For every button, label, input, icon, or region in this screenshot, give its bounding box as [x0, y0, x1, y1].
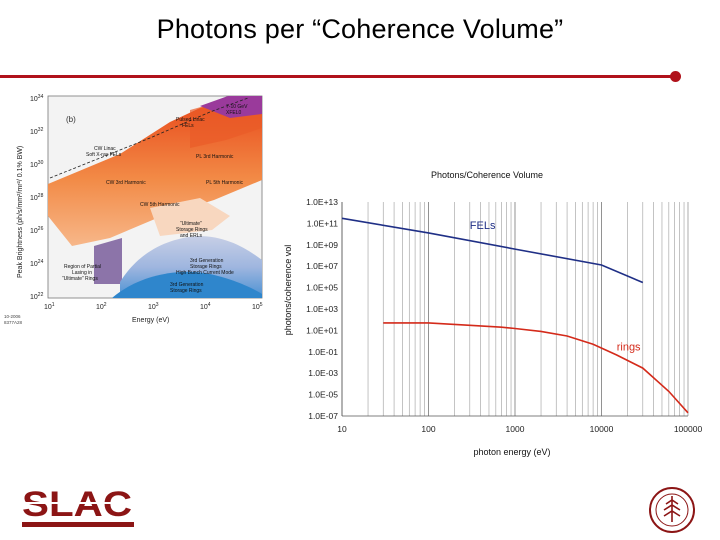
- slac-logo-svg: SLAC: [22, 485, 134, 527]
- x-tick-label: 10000: [590, 424, 614, 434]
- region-3rdgen-hb-line3: High Bunch Current Mode: [176, 270, 234, 276]
- x-tick-1: 101: [44, 302, 55, 311]
- ultimate-rings-region: [150, 198, 230, 236]
- y-tick-34: 1034: [30, 94, 44, 103]
- series-line-rings: [383, 322, 689, 414]
- slac-stripe: [22, 502, 134, 504]
- chart-y-ticks: 1.0E+13 1.0E+11 1.0E+09 1.0E+07 1.0E+05 1.0E+…: [306, 197, 338, 421]
- region-cw-linac-line1: CW Linac: [94, 146, 116, 152]
- region-3rdgen-hb-line1: 3rd Generation: [190, 258, 224, 264]
- chart-y-label: photons/coherence vol: [283, 245, 293, 336]
- seal-inner-ring: [655, 493, 689, 527]
- region-xfel-line2: XFEL0: [226, 110, 242, 116]
- slide-title: Photons per “Coherence Volume”: [156, 14, 564, 44]
- y-tick-30: 1030: [30, 160, 44, 169]
- region-pulsed-line1: Pulsed Linac: [176, 117, 205, 123]
- chart-series: [341, 217, 689, 414]
- x-tick-label: 100: [421, 424, 435, 434]
- region-partial-line2: Lasing in: [72, 270, 92, 276]
- brightness-trend-line: [49, 97, 249, 179]
- slac-wordmark: SLAC: [22, 486, 132, 524]
- region-pl3-label: PL 3rd Harmonic: [196, 154, 234, 160]
- xfel0-region: [200, 96, 262, 118]
- y-tick-label: 1.0E+09: [306, 240, 338, 250]
- region-ultimate-line1: “Ultimate”: [180, 221, 202, 227]
- x-tick-3: 103: [148, 302, 159, 311]
- y-tick-22: 1022: [30, 292, 44, 301]
- y-tick-label: 1.0E+03: [306, 304, 338, 314]
- series-label-rings: rings: [617, 341, 641, 353]
- chart-gridlines: [341, 202, 689, 417]
- y-tick-label: 1.0E+07: [306, 261, 338, 271]
- third-gen-ring-region: [112, 271, 262, 298]
- x-tick-label: 10: [337, 424, 347, 434]
- region-3rdgen-hb-line2: Storage Rings: [190, 264, 222, 270]
- region-partial-line1: Region of Partial: [64, 264, 101, 270]
- y-tick-label: 1.0E-07: [308, 411, 338, 421]
- panel-label: (b): [66, 115, 76, 124]
- x-tick-2: 102: [96, 302, 107, 311]
- region-labels: 7-10 GeV XFEL0 Pulsed Linac FELs CW Lina…: [62, 104, 248, 294]
- x-tick-5: 105: [252, 302, 263, 311]
- x-tick-4: 104: [200, 302, 211, 311]
- chart-x-label: photon energy (eV): [473, 447, 550, 457]
- y-tick-24: 1024: [30, 259, 44, 268]
- y-tick-label: 1.0E+05: [306, 283, 338, 293]
- y-tick-26: 1026: [30, 226, 44, 235]
- tree-icon: [663, 496, 681, 522]
- brightness-y-ticks: 1034 1032 1030 1028 1026 1024 1022: [30, 94, 44, 301]
- divider-end-dot: [670, 71, 681, 82]
- coherence-volume-chart: Photons/Coherence Volume 1.0E+13 1.0E+11 1…: [276, 162, 716, 462]
- y-tick-28: 1028: [30, 193, 44, 202]
- y-tick-label: 1.0E-05: [308, 390, 338, 400]
- coherence-volume-svg: Photons/Coherence Volume 1.0E+131.0E+111…: [283, 170, 702, 457]
- region-cw5-label: CW 5th Harmonic: [140, 202, 180, 208]
- region-ultimate-line3: and ERLs: [180, 233, 202, 239]
- footnote-line2: 8377A28: [4, 320, 23, 325]
- region-pl5-label: PL 5th Harmonic: [206, 180, 244, 186]
- region-3rdgen-line1: 3rd Generation: [170, 282, 204, 288]
- region-xfel-line1: 7-10 GeV: [226, 104, 248, 110]
- title-divider: [0, 75, 676, 78]
- y-tick-label: 1.0E-01: [308, 347, 338, 357]
- footnote-line1: 10-2006: [4, 314, 21, 319]
- chart-x-ticks: 10 100 1000 10000 100000: [337, 424, 702, 434]
- series-label-fels: FELs: [470, 220, 496, 232]
- peak-brightness-figure: (b) 7-10 GeV XFEL0 Pulsed Linac FELs CW …: [0, 88, 272, 336]
- brightness-y-label: Peak Brightness (ph/s/mm²/mr²/ 0.1% BW): [17, 146, 24, 278]
- slac-logo: SLAC: [22, 485, 138, 530]
- region-3rdgen-line2: Storage Rings: [170, 288, 202, 294]
- y-tick-label: 1.0E+01: [306, 325, 338, 335]
- brightness-x-label: Energy (eV): [132, 317, 169, 324]
- y-tick-label: 1.0E+11: [307, 218, 339, 228]
- region-pulsed-line2: FELs: [182, 123, 194, 129]
- peak-brightness-svg: (b) 7-10 GeV XFEL0 Pulsed Linac FELs CW …: [4, 94, 263, 325]
- brightness-x-ticks: 101 102 103 104 105: [44, 302, 263, 311]
- seal-outer-ring: [649, 487, 695, 533]
- region-cw-linac-line2: Soft X-ray FELs: [86, 152, 122, 158]
- stanford-seal: [648, 486, 696, 534]
- y-tick-label: 1.0E-03: [308, 368, 338, 378]
- chart-title: Photons/Coherence Volume: [431, 170, 543, 180]
- y-tick-label: 1.0E+13: [306, 197, 338, 207]
- partial-lasing-region: [94, 238, 122, 284]
- stanford-seal-svg: [649, 487, 695, 533]
- slac-subtitle-bar: [22, 522, 134, 527]
- region-ultimate-line2: Storage Rings: [176, 227, 208, 233]
- y-tick-32: 1032: [30, 127, 44, 136]
- region-cw3-label: CW 3rd Harmonic: [106, 180, 146, 186]
- series-line-fels: [341, 217, 644, 284]
- x-tick-label: 1000: [506, 424, 525, 434]
- x-tick-label: 100000: [674, 424, 703, 434]
- region-partial-line3: “Ultimate” Rings: [62, 276, 98, 282]
